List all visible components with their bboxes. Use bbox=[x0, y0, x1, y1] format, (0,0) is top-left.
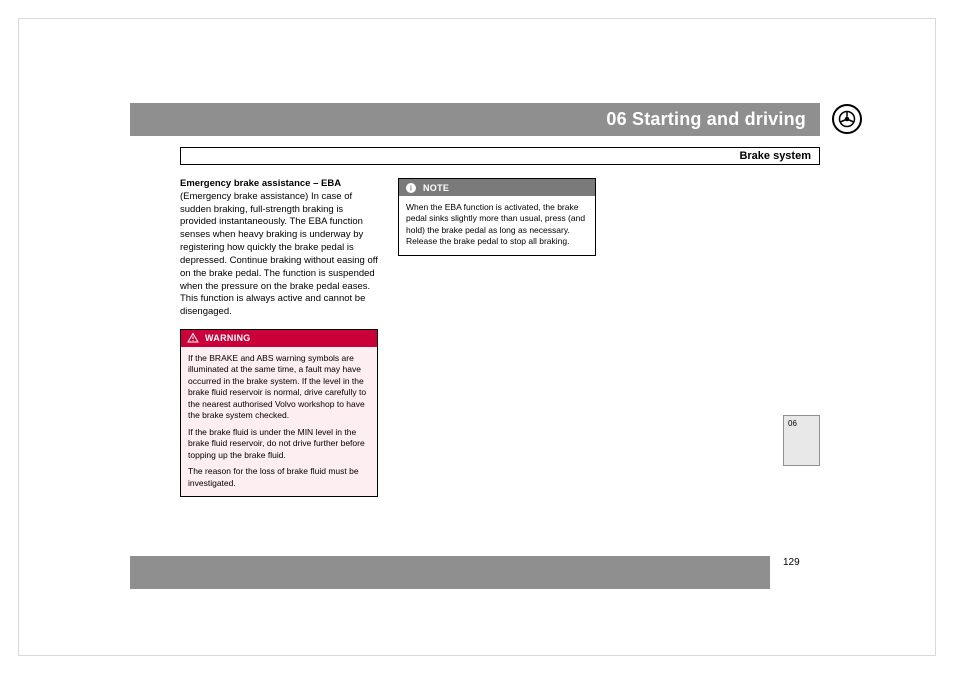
section-title: Brake system bbox=[739, 150, 811, 162]
side-tab-text: 06 bbox=[788, 419, 797, 428]
section-subheader: Brake system bbox=[180, 147, 820, 165]
info-circle-icon: i bbox=[405, 182, 417, 194]
warning-p1: If the BRAKE and ABS warning symbols are… bbox=[188, 353, 370, 422]
eba-body: (Emergency brake assistance) In case of … bbox=[180, 191, 378, 317]
eba-heading: Emergency brake assistance – EBA bbox=[180, 178, 341, 189]
note-body: When the EBA function is activated, the … bbox=[399, 196, 595, 255]
warning-p2: If the brake fluid is under the MIN leve… bbox=[188, 427, 370, 461]
warning-callout: WARNING If the BRAKE and ABS warning sym… bbox=[180, 329, 378, 497]
page-number: 129 bbox=[783, 557, 800, 568]
note-label: NOTE bbox=[423, 183, 449, 193]
warning-p3: The reason for the loss of brake fluid m… bbox=[188, 466, 370, 489]
eba-paragraph: Emergency brake assistance – EBA (Emerge… bbox=[180, 178, 378, 319]
note-header: i NOTE bbox=[399, 179, 595, 196]
chapter-header-bar: 06 Starting and driving bbox=[130, 103, 820, 136]
column-left: Emergency brake assistance – EBA (Emerge… bbox=[180, 178, 378, 497]
content-columns: Emergency brake assistance – EBA (Emerge… bbox=[180, 178, 820, 497]
svg-text:i: i bbox=[410, 185, 412, 192]
chapter-title: 06 Starting and driving bbox=[606, 109, 806, 130]
note-callout: i NOTE When the EBA function is activate… bbox=[398, 178, 596, 256]
footer-bar bbox=[130, 556, 770, 589]
warning-body: If the BRAKE and ABS warning symbols are… bbox=[181, 347, 377, 496]
warning-label: WARNING bbox=[205, 333, 251, 343]
chapter-side-tab: 06 bbox=[783, 415, 820, 466]
column-middle: i NOTE When the EBA function is activate… bbox=[398, 178, 596, 497]
note-p1: When the EBA function is activated, the … bbox=[406, 202, 588, 248]
warning-header: WARNING bbox=[181, 330, 377, 347]
warning-triangle-icon bbox=[187, 332, 199, 344]
steering-wheel-icon bbox=[832, 104, 862, 134]
